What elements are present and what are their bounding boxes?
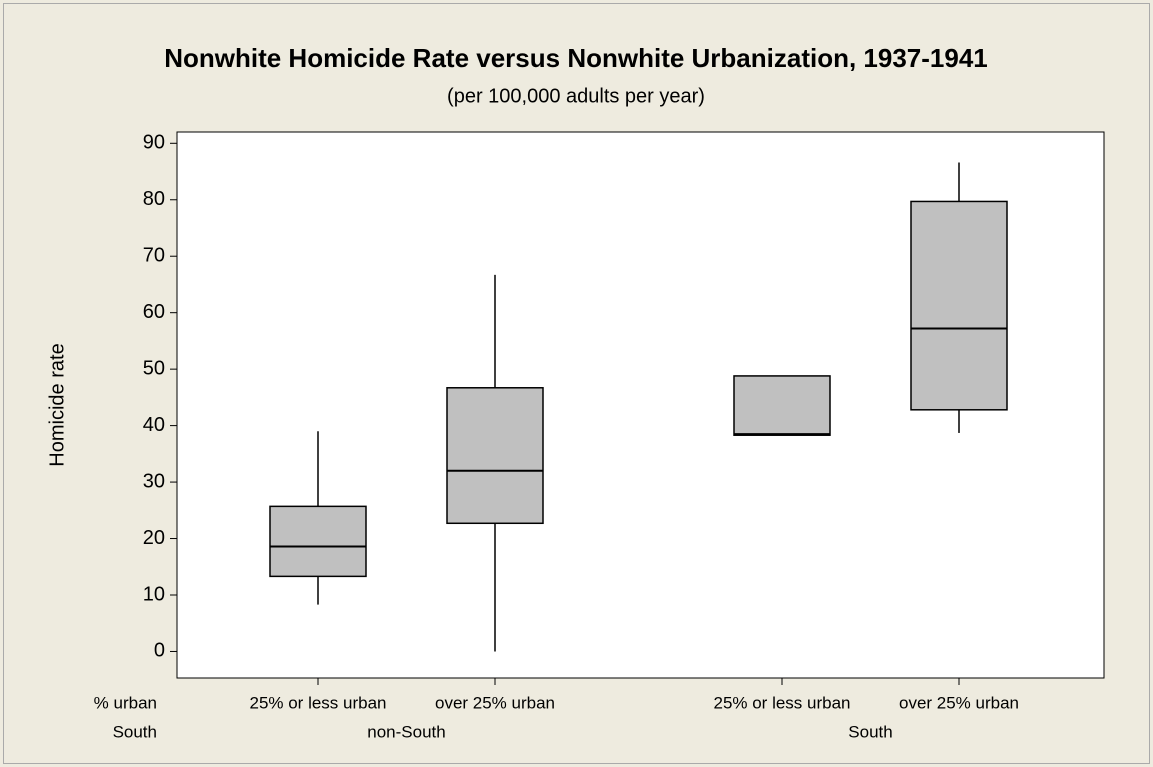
x-tick-label: over 25% urban [435,693,555,712]
y-tick-label: 20 [143,527,165,549]
y-axis-label: Homicide rate [46,343,68,466]
y-tick-label: 40 [143,414,165,436]
frame [3,3,1150,764]
box [733,375,831,436]
x-level-label: South [113,722,157,741]
y-tick-label: 30 [143,470,165,492]
y-tick-label: 50 [143,357,165,379]
box [269,505,367,578]
x-tick-label: over 25% urban [899,693,1019,712]
y-tick-label: 0 [154,640,165,662]
group-label: South [848,722,892,741]
x-tick-label: 25% or less urban [713,693,850,712]
box [910,200,1008,411]
y-tick-label: 60 [143,301,165,323]
group-label: non-South [367,722,445,741]
y-tick-label: 80 [143,188,165,210]
box [446,387,544,525]
chart-subtitle: (per 100,000 adults per year) [447,85,705,107]
x-level-label: % urban [94,693,157,712]
x-tick-label: 25% or less urban [249,693,386,712]
y-tick-label: 90 [143,132,165,154]
y-tick-label: 70 [143,245,165,267]
y-tick-label: 10 [143,583,165,605]
chart-title: Nonwhite Homicide Rate versus Nonwhite U… [164,43,988,73]
